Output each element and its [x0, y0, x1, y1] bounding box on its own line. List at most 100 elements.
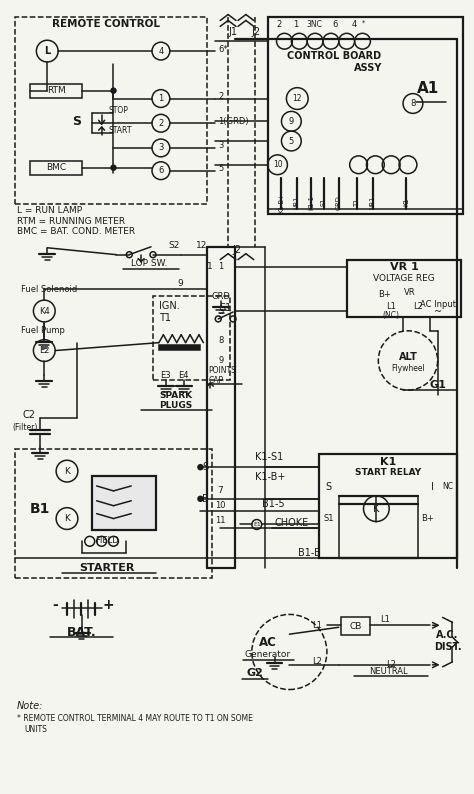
Text: 9: 9	[289, 117, 294, 125]
Text: L1: L1	[312, 621, 322, 630]
Text: K1-B+: K1-B+	[278, 192, 284, 213]
Text: PLUGS: PLUGS	[159, 402, 192, 410]
Bar	[30, 83, 82, 98]
Text: C2: C2	[23, 410, 36, 420]
Text: B+: B+	[421, 514, 434, 523]
Text: G1: G1	[429, 380, 446, 390]
Text: 7: 7	[217, 487, 223, 495]
Text: START RELAY: START RELAY	[355, 468, 421, 476]
Text: REMOTE CONTROL: REMOTE CONTROL	[52, 19, 160, 29]
Text: LOP SW.: LOP SW.	[131, 259, 167, 268]
Text: L2: L2	[312, 657, 322, 666]
Text: Note:: Note:	[17, 701, 43, 711]
Text: ALT: ALT	[399, 353, 418, 363]
Text: B1: B1	[30, 502, 51, 515]
Text: VR1: VR1	[370, 195, 376, 209]
Text: K1: K1	[380, 457, 396, 467]
Text: FIELD: FIELD	[95, 536, 118, 545]
Text: VR: VR	[404, 287, 416, 297]
Text: (NC): (NC)	[383, 311, 400, 321]
Text: DIST.: DIST.	[434, 642, 461, 652]
Text: 12: 12	[195, 241, 207, 250]
Text: Fuel Pump: Fuel Pump	[20, 326, 64, 335]
Text: (Filter): (Filter)	[13, 423, 38, 432]
Text: Generator: Generator	[245, 650, 291, 660]
Bar	[15, 449, 212, 578]
Text: K1-1: K1-1	[308, 195, 314, 210]
Text: K1-B+: K1-B+	[255, 472, 285, 482]
Circle shape	[198, 464, 203, 469]
Text: 1: 1	[292, 20, 298, 29]
Text: UNITS: UNITS	[25, 725, 47, 734]
Text: S1: S1	[219, 303, 231, 313]
Text: RTM = RUNNING METER: RTM = RUNNING METER	[17, 217, 125, 225]
Text: AC Input: AC Input	[419, 299, 456, 309]
Bar	[30, 161, 82, 175]
Text: A1: A1	[417, 81, 439, 96]
Text: I: I	[431, 482, 434, 492]
Text: G2: G2	[246, 668, 263, 678]
Text: RTM: RTM	[47, 86, 65, 95]
Text: 8: 8	[219, 336, 224, 345]
Text: 3: 3	[158, 144, 164, 152]
Text: *: *	[362, 19, 365, 25]
Text: VOLTAGE REG: VOLTAGE REG	[373, 274, 435, 283]
Text: IGN.: IGN.	[159, 301, 180, 311]
Text: 1: 1	[208, 262, 213, 271]
Text: CONTROL BOARD: CONTROL BOARD	[287, 51, 381, 61]
Text: 8: 8	[410, 99, 416, 108]
Text: 1: 1	[158, 94, 164, 103]
Text: 10: 10	[273, 160, 283, 169]
Text: NC: NC	[443, 483, 454, 491]
Bar	[268, 17, 463, 214]
Text: K: K	[64, 467, 70, 476]
Bar	[346, 260, 461, 317]
Bar	[15, 17, 207, 204]
Text: E2: E2	[39, 346, 50, 355]
Text: ASSY: ASSY	[354, 63, 383, 73]
Text: J2: J2	[252, 27, 261, 37]
Text: L: L	[44, 46, 50, 56]
Text: S: S	[202, 462, 209, 472]
Text: +: +	[103, 598, 114, 611]
Circle shape	[198, 496, 203, 501]
Text: K: K	[64, 514, 70, 523]
Text: K1-S1: K1-S1	[255, 453, 283, 462]
Text: STOP: STOP	[109, 106, 128, 115]
Text: 5: 5	[219, 306, 224, 315]
Text: CB: CB	[349, 622, 362, 630]
Text: 1(GRD): 1(GRD)	[218, 117, 249, 125]
Text: BMC: BMC	[46, 164, 66, 172]
Text: S1: S1	[324, 514, 334, 523]
Text: 6*: 6*	[218, 44, 228, 54]
Text: K: K	[373, 503, 380, 514]
Text: NEUTRAL: NEUTRAL	[369, 667, 408, 676]
Text: 3: 3	[218, 141, 224, 151]
Text: * REMOTE CONTROL TERMINAL 4 MAY ROUTE TO T1 ON SOME: * REMOTE CONTROL TERMINAL 4 MAY ROUTE TO…	[17, 714, 253, 723]
Text: 9: 9	[219, 356, 224, 365]
Text: BMC = BAT. COND. METER: BMC = BAT. COND. METER	[17, 227, 135, 237]
Text: 11: 11	[215, 516, 226, 525]
Text: 6: 6	[332, 20, 337, 29]
Text: SPARK: SPARK	[159, 391, 192, 399]
Text: T1: T1	[354, 198, 360, 206]
Bar	[92, 476, 156, 530]
Text: VR 1: VR 1	[390, 261, 419, 272]
Text: B: B	[202, 494, 209, 503]
Text: L2: L2	[386, 661, 396, 669]
Circle shape	[111, 165, 116, 170]
Text: K4: K4	[39, 306, 50, 315]
Text: 9: 9	[178, 279, 183, 288]
Text: 2: 2	[277, 20, 282, 29]
Text: CHOKE: CHOKE	[274, 518, 309, 529]
Text: 2: 2	[218, 92, 223, 101]
Text: B+: B+	[378, 290, 391, 299]
Text: 4: 4	[158, 47, 164, 56]
Text: L1: L1	[386, 302, 396, 310]
Bar	[153, 296, 230, 380]
Text: A.C.: A.C.	[436, 630, 459, 640]
Text: Flywheel: Flywheel	[391, 364, 425, 373]
Bar	[341, 618, 370, 635]
Text: 5: 5	[289, 137, 294, 145]
Text: GRD: GRD	[212, 291, 231, 301]
